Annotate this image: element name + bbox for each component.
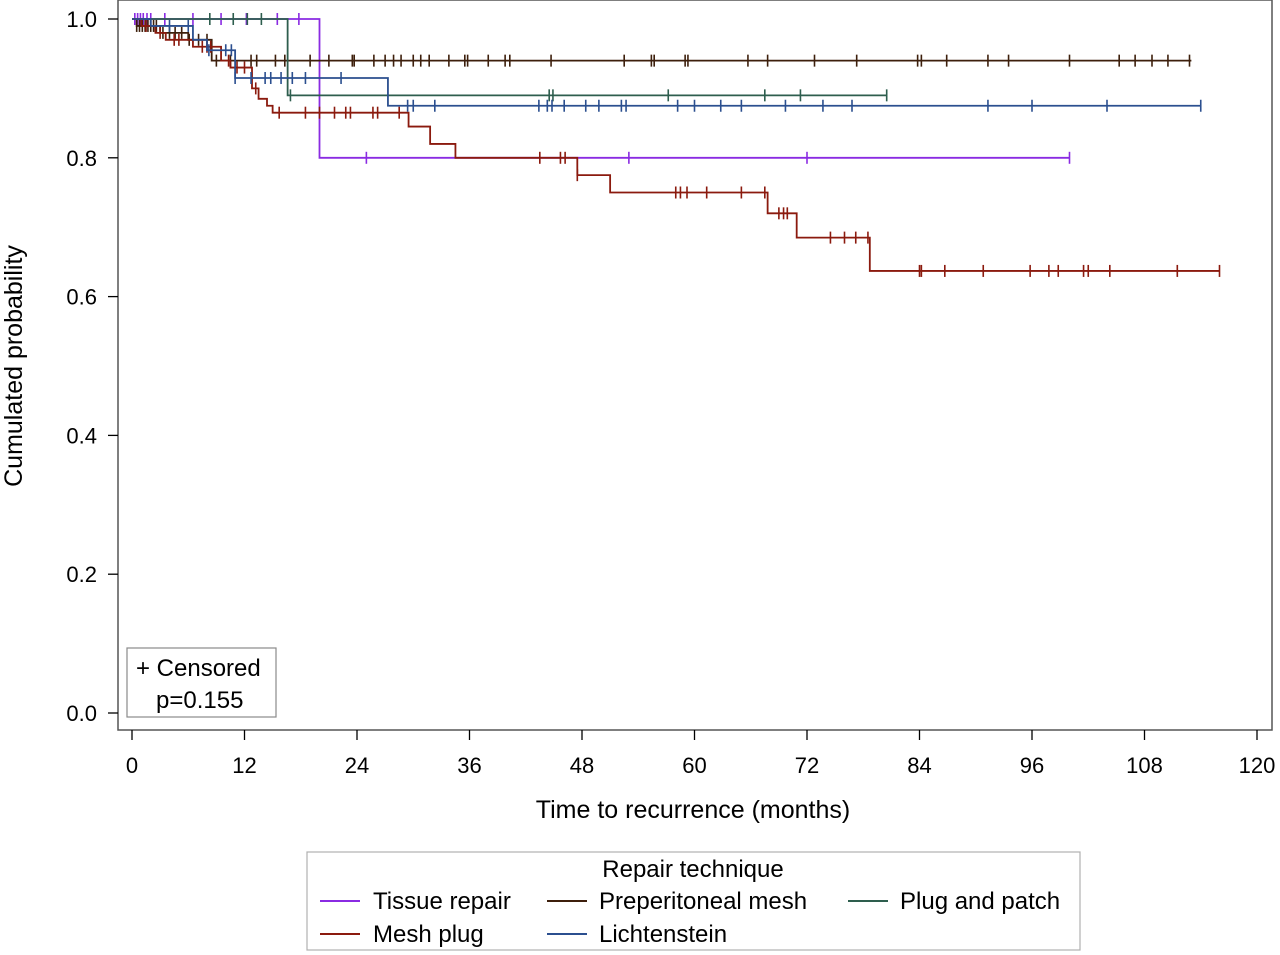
x-tick-label: 72 xyxy=(795,753,819,778)
censored-inset: + Censored p=0.155 xyxy=(126,647,277,718)
censored-label: + Censored xyxy=(136,655,261,682)
legend-label-lichtenstein: Lichtenstein xyxy=(599,921,727,948)
y-tick-label: 0.4 xyxy=(66,423,97,448)
censored-inset-box xyxy=(126,647,277,718)
p-value-label: p=0.155 xyxy=(156,687,243,714)
legend-box xyxy=(306,851,1081,951)
y-tick-label: 0.0 xyxy=(66,701,97,726)
x-tick-label: 108 xyxy=(1126,753,1163,778)
axis-layer: 0 12 24 36 48 60 72 84 96 108 120 0.0 0.2 0.4 0.6 0.8 1.… xyxy=(66,7,1275,778)
x-tick-label: 120 xyxy=(1239,753,1276,778)
legend-item-lichtenstein: Lichtenstein xyxy=(547,921,727,948)
legend-item-preperitoneal-mesh: Preperitoneal mesh xyxy=(547,888,807,915)
series-plug-and-patch xyxy=(132,13,888,102)
legend-label-tissue-repair: Tissue repair xyxy=(373,888,511,915)
x-axis-title: Time to recurrence (months) xyxy=(536,796,850,824)
survival-curve-lichtenstein xyxy=(132,18,1201,107)
x-tick-label: 60 xyxy=(682,753,706,778)
legend-item-mesh-plug: Mesh plug xyxy=(320,921,484,948)
legend-item-plug-and-patch: Plug and patch xyxy=(848,888,1060,915)
x-tick-label: 84 xyxy=(907,753,931,778)
series-lichtenstein xyxy=(132,18,1202,112)
x-tick-label: 0 xyxy=(126,753,138,778)
series-layer xyxy=(132,13,1221,277)
x-tick-label: 96 xyxy=(1020,753,1044,778)
x-tick-label: 48 xyxy=(570,753,594,778)
plot-frame xyxy=(117,0,1273,731)
x-tick-label: 24 xyxy=(345,753,369,778)
x-tick-label: 36 xyxy=(457,753,481,778)
y-tick-label: 0.6 xyxy=(66,285,97,310)
y-axis-title: Cumulated probability xyxy=(0,245,28,487)
legend: Repair technique Tissue repair Preperito… xyxy=(306,851,1081,951)
y-tick-label: 0.8 xyxy=(66,146,97,171)
legend-item-tissue-repair: Tissue repair xyxy=(320,888,511,915)
series-mesh-plug xyxy=(132,18,1221,277)
legend-title: Repair technique xyxy=(602,856,783,883)
y-tick-label: 1.0 xyxy=(66,7,97,32)
legend-label-preperitoneal-mesh: Preperitoneal mesh xyxy=(599,888,807,915)
x-tick-label: 12 xyxy=(232,753,256,778)
legend-label-plug-and-patch: Plug and patch xyxy=(900,888,1060,915)
y-tick-label: 0.2 xyxy=(66,562,97,587)
legend-label-mesh-plug: Mesh plug xyxy=(373,921,484,948)
